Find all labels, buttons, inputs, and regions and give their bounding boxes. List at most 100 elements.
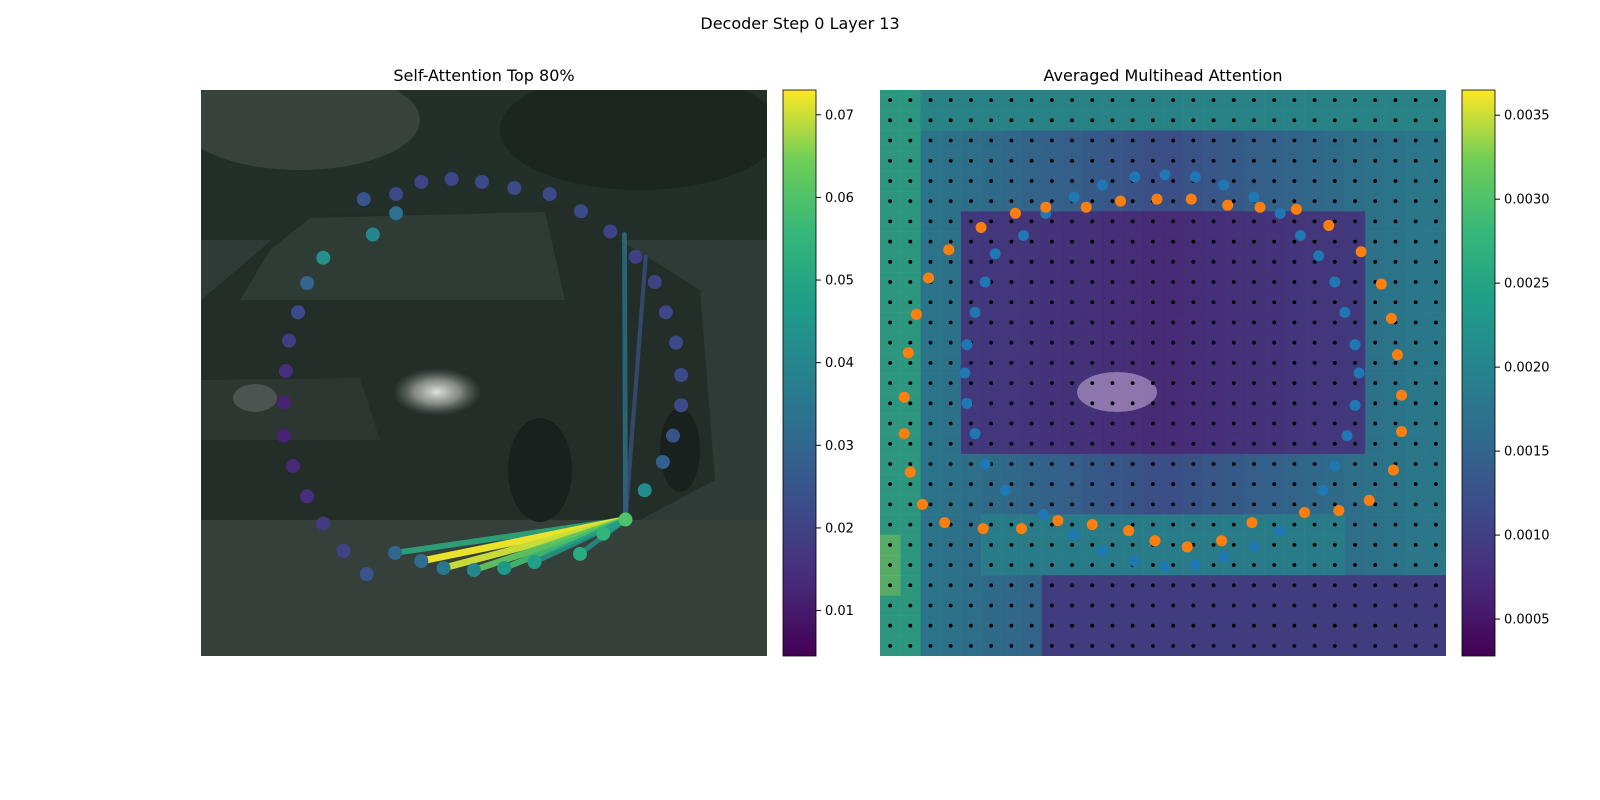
series-0-point-9 [1313, 250, 1325, 262]
series-1-point-28 [1016, 523, 1027, 535]
series-1-point-8 [1254, 201, 1266, 213]
series-1-point-9 [1290, 203, 1302, 215]
series-0-point-33 [961, 339, 973, 351]
series-0-point-32 [959, 367, 971, 379]
series-0-point-15 [1341, 430, 1353, 442]
right-colorbar: 0.0005 0.0010 0.0015 0.0020 0.0025 0.0030 0.00… [1461, 89, 1550, 657]
series-1-point-31 [916, 498, 928, 510]
series-0-point-23 [1159, 561, 1171, 573]
left-panel-title: Self-Attention Top 80% [393, 66, 574, 85]
series-0-point-27 [1038, 509, 1050, 520]
series-0-point-2 [1129, 171, 1141, 183]
right-cb-tick-label-2: 0.0015 [1504, 445, 1550, 460]
keypoint-38 [414, 174, 429, 189]
series-1-point-33 [898, 428, 910, 440]
series-1-point-37 [923, 272, 935, 284]
series-1-point-30 [939, 517, 951, 529]
series-1-point-7 [1222, 199, 1234, 211]
keypoint-5 [281, 333, 296, 348]
series-0-point-28 [999, 484, 1011, 496]
series-1-point-10 [1323, 219, 1335, 231]
keypoint-30 [647, 275, 662, 290]
left-cb-tick-label-4: 0.05 [825, 274, 854, 289]
series-1-point-4 [1115, 195, 1127, 207]
series-1-point-27 [1052, 515, 1064, 527]
series-1-point-23 [1181, 541, 1193, 553]
series-0-point-11 [1339, 306, 1351, 318]
keypoint-9 [285, 458, 300, 473]
left-cb-tick-label-6: 0.07 [825, 108, 854, 123]
series-0-point-22 [1189, 559, 1201, 571]
left-colorbar: 0.01 0.02 0.03 0.04 0.05 0.06 0.07 [782, 89, 854, 657]
keypoint-20 [573, 546, 588, 561]
keypoint-1 [365, 227, 380, 242]
attention-edge-9 [623, 254, 648, 522]
series-1-point-14 [1391, 349, 1403, 361]
keypoint-6 [278, 363, 293, 378]
series-0-point-4 [1189, 171, 1201, 183]
keypoint-35 [507, 181, 522, 196]
series-0-point-25 [1096, 545, 1108, 557]
series-0-point-26 [1068, 529, 1080, 541]
keypoint-15 [414, 553, 429, 568]
keypoint-32 [603, 224, 618, 239]
keypoint-22 [618, 512, 633, 527]
series-0-point-30 [969, 428, 981, 440]
series-0-point-29 [979, 458, 991, 470]
keypoint-0 [389, 206, 404, 221]
keypoint-36 [474, 174, 489, 189]
series-1-point-36 [910, 308, 922, 320]
keypoint-10 [300, 489, 315, 504]
series-1-point-32 [904, 466, 916, 478]
series-0-point-34 [969, 306, 981, 318]
keypoint-31 [628, 249, 643, 264]
series-0-point-10 [1329, 276, 1341, 288]
keypoint-12 [336, 543, 351, 558]
series-0-point-20 [1248, 541, 1260, 553]
averaged-attention-panel [880, 90, 1446, 656]
keypoint-19 [527, 555, 542, 570]
keypoint-11 [316, 516, 331, 531]
series-0-point-14 [1349, 399, 1361, 411]
grid-dots [888, 98, 1438, 648]
series-1-point-38 [943, 244, 955, 256]
keypoint-25 [666, 428, 681, 443]
left-cb-tick-label-1: 0.02 [825, 521, 854, 536]
keypoint-33 [574, 204, 589, 219]
series-1-point-18 [1363, 494, 1375, 506]
series-0-point-12 [1349, 339, 1361, 351]
keypoint-14 [388, 545, 403, 560]
series-1-point-6 [1185, 193, 1197, 205]
right-cb-tick-label-3: 0.0020 [1504, 361, 1550, 376]
series-0-point-1 [1096, 179, 1108, 191]
keypoint-29 [658, 305, 673, 320]
right-cb-tick-label-4: 0.0025 [1504, 277, 1550, 292]
series-1-point-13 [1385, 312, 1397, 324]
left-cb-tick-label-2: 0.03 [825, 439, 854, 454]
series-0-point-37 [1018, 230, 1030, 242]
series-1-point-25 [1123, 525, 1135, 537]
series-0-point-16 [1329, 460, 1341, 472]
right-cb-tick-label-5: 0.0030 [1504, 193, 1550, 208]
series-1-point-29 [977, 523, 989, 535]
series-1-point-35 [902, 347, 914, 359]
left-cb-tick-label-3: 0.04 [825, 356, 854, 371]
series-1-point-2 [1040, 201, 1052, 213]
keypoint-26 [674, 398, 689, 413]
scene-image [201, 90, 767, 656]
figure-suptitle: Decoder Step 0 Layer 13 [700, 14, 899, 33]
series-0-point-21 [1218, 551, 1230, 563]
series-0-point-3 [1159, 169, 1171, 181]
attention-edge-8 [622, 232, 628, 522]
series-1-point-17 [1387, 464, 1399, 476]
keypoint-3 [300, 276, 315, 291]
series-1-point-12 [1375, 278, 1387, 290]
keypoint-18 [497, 561, 512, 576]
series-0-point-5 [1218, 179, 1230, 191]
series-1-point-16 [1396, 426, 1408, 438]
series-0-point-24 [1129, 555, 1141, 567]
series-1-point-24 [1149, 535, 1161, 547]
series-0-point-31 [961, 397, 973, 409]
keypoint-21 [596, 526, 611, 541]
series-1-point-15 [1396, 389, 1408, 401]
